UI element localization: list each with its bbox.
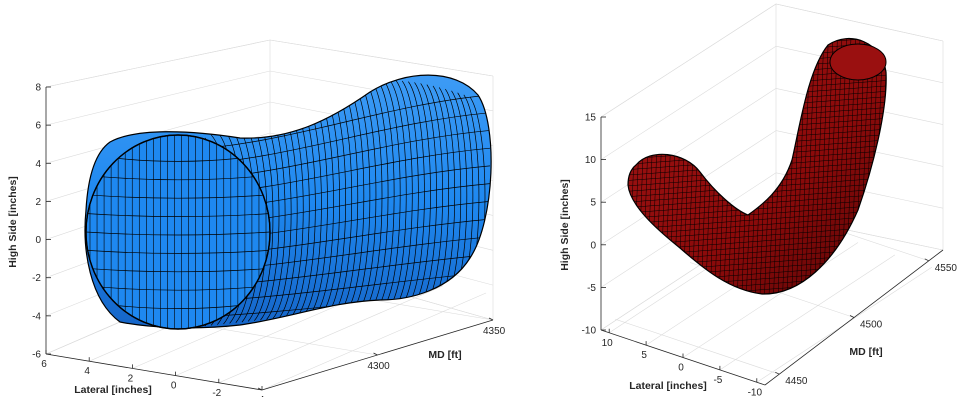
x-tick-label: 6 [41,359,47,370]
mesh-line [827,38,838,295]
y-tick-label: 4550 [935,263,958,274]
z-tick-label: -6 [32,350,41,361]
x-tick-label: -2 [212,388,221,397]
cap-mesh-line [92,194,264,199]
mesh-ring [389,79,407,307]
z-tick-label: 0 [35,235,41,246]
mesh-ring [371,80,389,309]
mesh-line [628,198,887,220]
mesh-line [628,38,630,295]
left-xlabel: Lateral [inches] [74,384,152,396]
right-zlabel: High Side [inches] [559,179,571,271]
z-tick-label: 15 [585,113,597,124]
left-ylabel: MD [ft] [428,349,461,361]
z-tick-label: -5 [587,283,596,294]
x-tick-label: 0 [678,363,684,374]
mesh-line [628,209,887,230]
z-tick-label: -4 [32,311,41,322]
x-tick-label: 4 [84,366,90,377]
right-xlabel: Lateral [inches] [629,380,707,392]
cap-mesh-line [118,158,238,162]
red-tube-end-cap [829,43,887,81]
z-tick-label: 6 [35,121,41,132]
z-tick-label: -2 [32,273,41,284]
cap-mesh-line [87,213,269,217]
mesh-ring [408,81,425,305]
y-tick-label: 4450 [785,376,808,387]
cap-mesh-line [87,250,269,254]
x-tick-label: -10 [748,387,763,397]
mesh-ring [426,84,443,303]
mesh-ring [414,82,431,305]
cap-mesh-line [102,176,254,181]
x-tick-label: 5 [641,350,647,361]
z-tick-label: -10 [582,326,597,337]
mesh-ring [352,81,371,311]
x-tick-label: -5 [713,375,722,386]
left-zlabel: High Side [inches] [7,176,19,268]
mesh-line [818,38,829,295]
mesh-line [822,38,834,295]
x-tick-label: 0 [171,381,177,392]
z-tick-label: 2 [35,197,41,208]
mesh-line [628,38,887,41]
mesh-line [809,38,820,295]
right-ylabel: MD [ft] [849,346,882,358]
mesh-line [628,38,635,295]
right-ticks: -10 -5 0 5 10 15 10 5 0 -5 -10 4450 4500 4550 [582,113,958,399]
cap-mesh-line [102,286,254,291]
right-axes: -10 -5 0 5 10 15 10 5 0 -5 -10 4450 4500 4550 High Si… [559,3,958,399]
cap-mesh-line [92,268,264,273]
mesh-ring [395,80,413,307]
cap-mesh-line [85,231,271,236]
x-tick-label: 10 [602,338,614,349]
mesh-line [615,30,625,300]
z-tick-label: 0 [590,240,596,251]
mesh-ring [377,79,395,308]
mesh-ring [358,80,377,310]
mesh-line [813,38,825,295]
z-tick-label: 5 [590,198,596,209]
mesh-ring [432,85,450,303]
z-tick-label: 8 [35,83,41,94]
z-tick-label: 10 [585,155,597,166]
blue-tube-surface [84,74,492,330]
mesh-ring [420,83,437,304]
mesh-ring [364,80,383,310]
x-tick-label: 2 [128,373,134,384]
blue-tube-front-opening [85,134,271,330]
y-tick-label: 4300 [368,361,391,372]
z-tick-label: 4 [35,159,41,170]
cap-mesh-line [118,305,238,309]
mesh-ring [383,79,401,308]
mesh-line [628,204,887,225]
y-tick-label: 4350 [483,326,506,337]
mesh-line [628,214,887,236]
y-tick-label: 4500 [860,320,883,331]
mesh-line [620,15,895,35]
red-tube-surface [615,15,895,300]
